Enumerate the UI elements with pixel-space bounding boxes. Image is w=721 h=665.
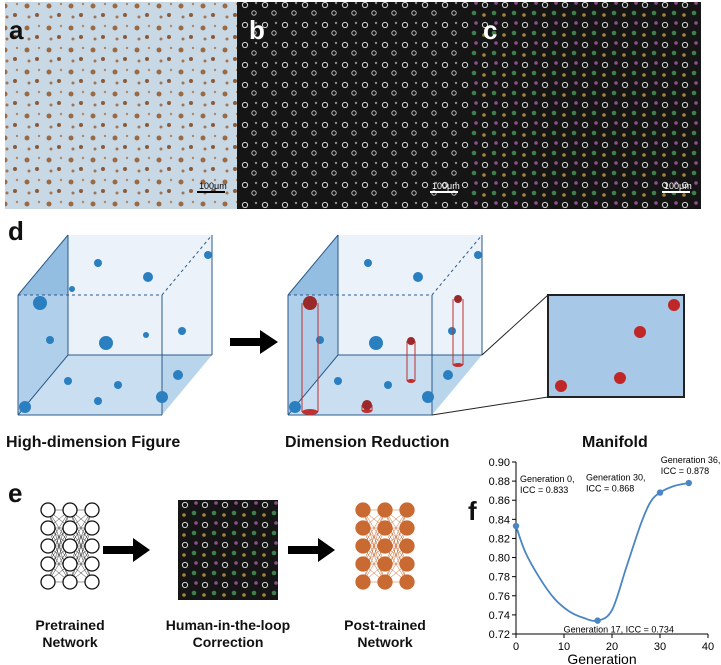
network-node [355, 574, 371, 590]
micrograph-b [237, 2, 469, 209]
arrow-icon [103, 538, 150, 562]
dimension-reduction-cube [287, 234, 483, 416]
network-node [377, 574, 393, 590]
micrograph-c [469, 2, 701, 209]
arrow-icon [230, 330, 278, 354]
network-node [399, 520, 415, 536]
network-node [40, 538, 56, 554]
network-node [62, 520, 78, 536]
network-node [399, 502, 415, 518]
caption-human-line2: Correction [192, 633, 264, 650]
data-point-marker [656, 489, 664, 496]
caption-pretrained-line1: Pretrained [35, 617, 105, 633]
network-node [84, 556, 100, 572]
x-tick-label: 20 [606, 641, 618, 653]
network-node [377, 520, 393, 536]
x-tick-label: 10 [558, 641, 570, 653]
network-node [377, 538, 393, 554]
network-node [377, 502, 393, 518]
caption-dimension-reduction: Dimension Reduction [285, 434, 450, 451]
micrograph-strip [5, 2, 701, 209]
x-tick-label: 30 [654, 641, 666, 653]
post-trained-network-icon [355, 502, 415, 590]
network-node [84, 502, 100, 518]
panel-letter-a: a [9, 15, 24, 45]
network-node [399, 556, 415, 572]
data-point-label: Generation 30, ICC = 0.868 [586, 473, 646, 494]
network-node [84, 520, 100, 536]
manifold-plane [547, 294, 685, 398]
panel-letter-d: d [8, 216, 24, 246]
x-axis-label: Generation [567, 651, 636, 664]
caption-pretrained-line2: Network [42, 633, 98, 650]
caption-high-dimension: High-dimension Figure [6, 434, 181, 451]
micrograph-a [5, 2, 237, 209]
y-tick-label: 0.86 [489, 495, 510, 507]
y-tick-label: 0.72 [489, 629, 510, 641]
caption-post-trained: Post-trained Network [335, 617, 435, 651]
network-node [355, 520, 371, 536]
icc-series-line [515, 482, 689, 622]
network-node [84, 538, 100, 554]
dimension-reduction-diagram [17, 234, 685, 416]
network-node [84, 574, 100, 590]
network-node [377, 556, 393, 572]
network-node [355, 502, 371, 518]
caption-manifold: Manifold [582, 434, 648, 451]
caption-human-in-the-loop: Human-in-the-loop Correction [153, 617, 303, 651]
pretrained-network-icon [40, 502, 100, 590]
network-node [40, 502, 56, 518]
y-tick-label: 0.90 [489, 457, 510, 469]
network-node [40, 520, 56, 536]
y-tick-label: 0.74 [489, 610, 510, 622]
correction-image [178, 500, 278, 600]
panel-letter-e: e [8, 478, 23, 508]
scale-label-c: 100μm [664, 181, 692, 191]
network-node [40, 556, 56, 572]
network-node [62, 502, 78, 518]
network-node [355, 556, 371, 572]
scale-label-a: 100μm [199, 181, 227, 191]
x-tick-label: 40 [702, 641, 714, 653]
data-point-label: Generation 0, ICC = 0.833 [520, 474, 575, 495]
caption-human-line1: Human-in-the-loop [165, 617, 291, 633]
data-point-label: Generation 36, ICC = 0.878 [661, 455, 720, 476]
y-tick-label: 0.78 [489, 572, 510, 584]
high-dimension-cube [17, 234, 213, 416]
y-tick-label: 0.84 [489, 514, 510, 526]
caption-pretrained: Pretrained Network [25, 617, 115, 651]
network-node [62, 556, 78, 572]
y-tick-label: 0.88 [489, 476, 510, 488]
x-tick-label: 0 [513, 641, 519, 653]
arrow-icon [288, 538, 335, 562]
y-tick-label: 0.82 [489, 533, 510, 545]
caption-post-line2: Network [357, 633, 413, 650]
data-point-label: Generation 17, ICC = 0.734 [564, 625, 674, 635]
panel-letter-c: c [483, 15, 498, 45]
data-point-marker [685, 479, 692, 487]
panel-letter-b: b [249, 15, 265, 45]
network-node [62, 574, 78, 590]
network-node [355, 538, 371, 554]
caption-post-line1: Post-trained [344, 617, 426, 633]
network-node [62, 538, 78, 554]
y-tick-label: 0.80 [489, 553, 510, 565]
panel-letter-f: f [468, 496, 477, 526]
training-pipeline-diagram [40, 500, 415, 600]
data-point-marker [512, 522, 520, 530]
network-node [399, 538, 415, 554]
network-node [40, 574, 56, 590]
icc-line-chart: 0.72 0.74 0.76 0.78 0.80 0.82 0.84 0.86 0.88 0.90… [489, 455, 720, 664]
scale-label-b: 100μm [432, 181, 460, 191]
network-node [399, 574, 415, 590]
data-point-marker [594, 617, 601, 624]
y-tick-label: 0.76 [489, 591, 510, 603]
projection-line-top [481, 294, 549, 356]
projection-line-bottom [431, 396, 549, 416]
